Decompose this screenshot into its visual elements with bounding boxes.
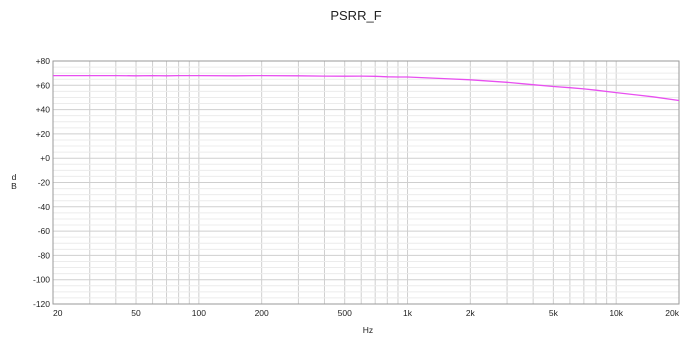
x-axis-label: Hz — [363, 325, 373, 335]
grid — [53, 60, 679, 305]
series-line — [53, 74, 680, 102]
y-tick-label: +40 — [36, 105, 51, 115]
x-tick-label: 50 — [131, 308, 141, 318]
y-tick-label: -20 — [38, 178, 51, 188]
x-tick-label: 200 — [255, 308, 269, 318]
plot-frame — [52, 60, 680, 305]
y-tick-label: +60 — [36, 80, 51, 90]
chart-title: PSRR_F — [330, 8, 381, 23]
x-tick-label: 20 — [53, 308, 63, 318]
x-tick-label: 2k — [466, 308, 476, 318]
y-tick-label: -80 — [38, 250, 51, 260]
y-axis-label-char: B — [11, 181, 17, 191]
y-tick-label: -40 — [38, 202, 51, 212]
x-tick-label: 10k — [609, 308, 623, 318]
y-tick-label: -120 — [33, 299, 50, 309]
y-tick-label: -60 — [38, 226, 51, 236]
y-tick-label: +20 — [36, 129, 51, 139]
y-tick-label: -100 — [33, 275, 50, 285]
y-tick-label: +0 — [40, 153, 50, 163]
tick-labels: -120 -100 -80 -60 -40 -20 +0 +20 +40 +60 +80 20 50 10… — [33, 56, 680, 318]
x-tick-label: 500 — [338, 308, 352, 318]
x-tick-label: 100 — [192, 308, 206, 318]
series-layer — [53, 74, 680, 102]
y-axis-label-char: d — [12, 172, 17, 182]
x-tick-label: 5k — [549, 308, 559, 318]
x-tick-label: 20k — [665, 308, 679, 318]
y-tick-label: +80 — [36, 56, 51, 66]
x-tick-label: 1k — [403, 308, 413, 318]
